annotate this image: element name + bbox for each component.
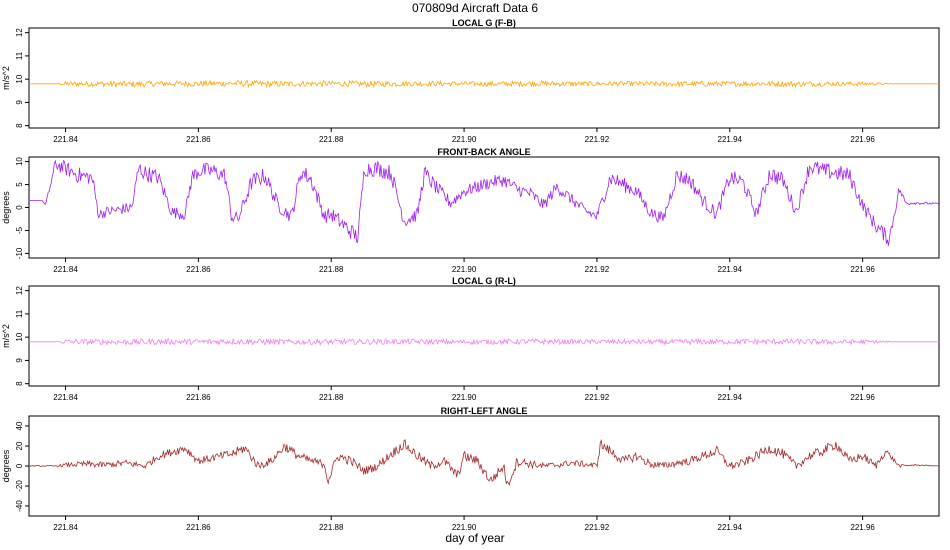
y-tick-label: 20	[15, 441, 24, 450]
x-tick-label: 221.88	[319, 135, 344, 144]
y-tick-label: 8	[15, 123, 24, 128]
x-tick-label: 221.86	[186, 393, 211, 402]
x-tick-label: 221.88	[319, 265, 344, 274]
y-axis-label: degrees	[1, 449, 11, 482]
y-tick-label: 10	[15, 332, 24, 341]
y-tick-label: 11	[15, 51, 24, 60]
panel-title: LOCAL G (R-L)	[452, 276, 516, 286]
x-tick-label: 221.94	[718, 265, 743, 274]
plot-frame	[28, 27, 940, 129]
y-tick-label: -10	[15, 247, 24, 259]
x-tick-label: 221.90	[452, 393, 477, 402]
x-tick-label: 221.92	[585, 135, 610, 144]
y-tick-label: 12	[15, 286, 24, 295]
series-line	[28, 439, 940, 487]
x-tick-label: 221.86	[186, 265, 211, 274]
x-tick-label: 221.84	[53, 265, 78, 274]
x-tick-label: 221.92	[585, 523, 610, 532]
y-tick-label: 12	[15, 28, 24, 37]
x-tick-label: 221.92	[585, 265, 610, 274]
x-tick-label: 221.94	[718, 523, 743, 532]
x-tick-label: 221.84	[53, 393, 78, 402]
x-tick-label: 221.92	[585, 393, 610, 402]
y-tick-label: 0	[15, 205, 24, 210]
x-tick-label: 221.94	[718, 135, 743, 144]
y-axis-label: degrees	[1, 191, 11, 224]
y-tick-label: 0	[15, 463, 24, 468]
x-tick-label: 221.96	[850, 265, 875, 274]
y-tick-label: 8	[15, 381, 24, 386]
y-axis-label: m/s^2	[1, 66, 11, 90]
panel-title: FRONT-BACK ANGLE	[437, 147, 530, 157]
x-tick-label: 221.86	[186, 135, 211, 144]
y-axis-label: m/s^2	[1, 324, 11, 348]
y-tick-label: 5	[15, 182, 24, 187]
plot-frame	[28, 156, 940, 259]
x-tick-label: 221.90	[452, 265, 477, 274]
y-tick-label: 9	[15, 358, 24, 363]
x-tick-label: 221.96	[850, 135, 875, 144]
y-tick-label: 10	[15, 74, 24, 83]
plot-frame	[28, 415, 940, 517]
panel-3: LOCAL G (R-L) m/s^2 8 9 10 11 12 221.84 221.86 22…	[1, 276, 940, 402]
x-tick-label: 221.90	[452, 135, 477, 144]
x-tick-label: 221.88	[319, 523, 344, 532]
y-tick-label: -40	[15, 500, 24, 512]
y-tick-label: 11	[15, 309, 24, 318]
chart-title: 070809d Aircraft Data 6	[412, 1, 538, 15]
x-tick-label: 221.90	[452, 523, 477, 532]
x-tick-label: 221.96	[850, 393, 875, 402]
panel-4: RIGHT-LEFT ANGLE degrees -40 -20 0 20 40 221.84…	[1, 406, 940, 532]
x-tick-label: 221.84	[53, 135, 78, 144]
panel-title: LOCAL G (F-B)	[452, 18, 516, 28]
y-tick-label: 10	[15, 157, 24, 166]
panel-title: RIGHT-LEFT ANGLE	[441, 406, 528, 416]
y-tick-label: -5	[15, 226, 24, 234]
series-line	[29, 79, 939, 89]
series-line	[29, 159, 940, 246]
panel-1: LOCAL G (F-B) m/s^2 8 9 10 11 12 221.84 221.86 22…	[1, 18, 940, 144]
panel-2: FRONT-BACK ANGLE degrees -10 -5 0 5 10 221.84 22…	[1, 147, 940, 274]
plot-frame	[28, 285, 940, 387]
x-tick-label: 221.84	[53, 523, 78, 532]
x-tick-label: 221.96	[850, 523, 875, 532]
y-tick-label: 9	[15, 100, 24, 105]
x-tick-label: 221.88	[319, 393, 344, 402]
panels: LOCAL G (F-B) m/s^2 8 9 10 11 12 221.84 221.86 22…	[1, 18, 940, 532]
x-tick-label: 221.86	[186, 523, 211, 532]
x-axis-label: day of year	[445, 531, 504, 545]
x-tick-label: 221.94	[718, 393, 743, 402]
y-tick-label: 40	[15, 421, 24, 430]
series-line	[29, 337, 939, 347]
y-tick-label: -20	[15, 480, 24, 492]
